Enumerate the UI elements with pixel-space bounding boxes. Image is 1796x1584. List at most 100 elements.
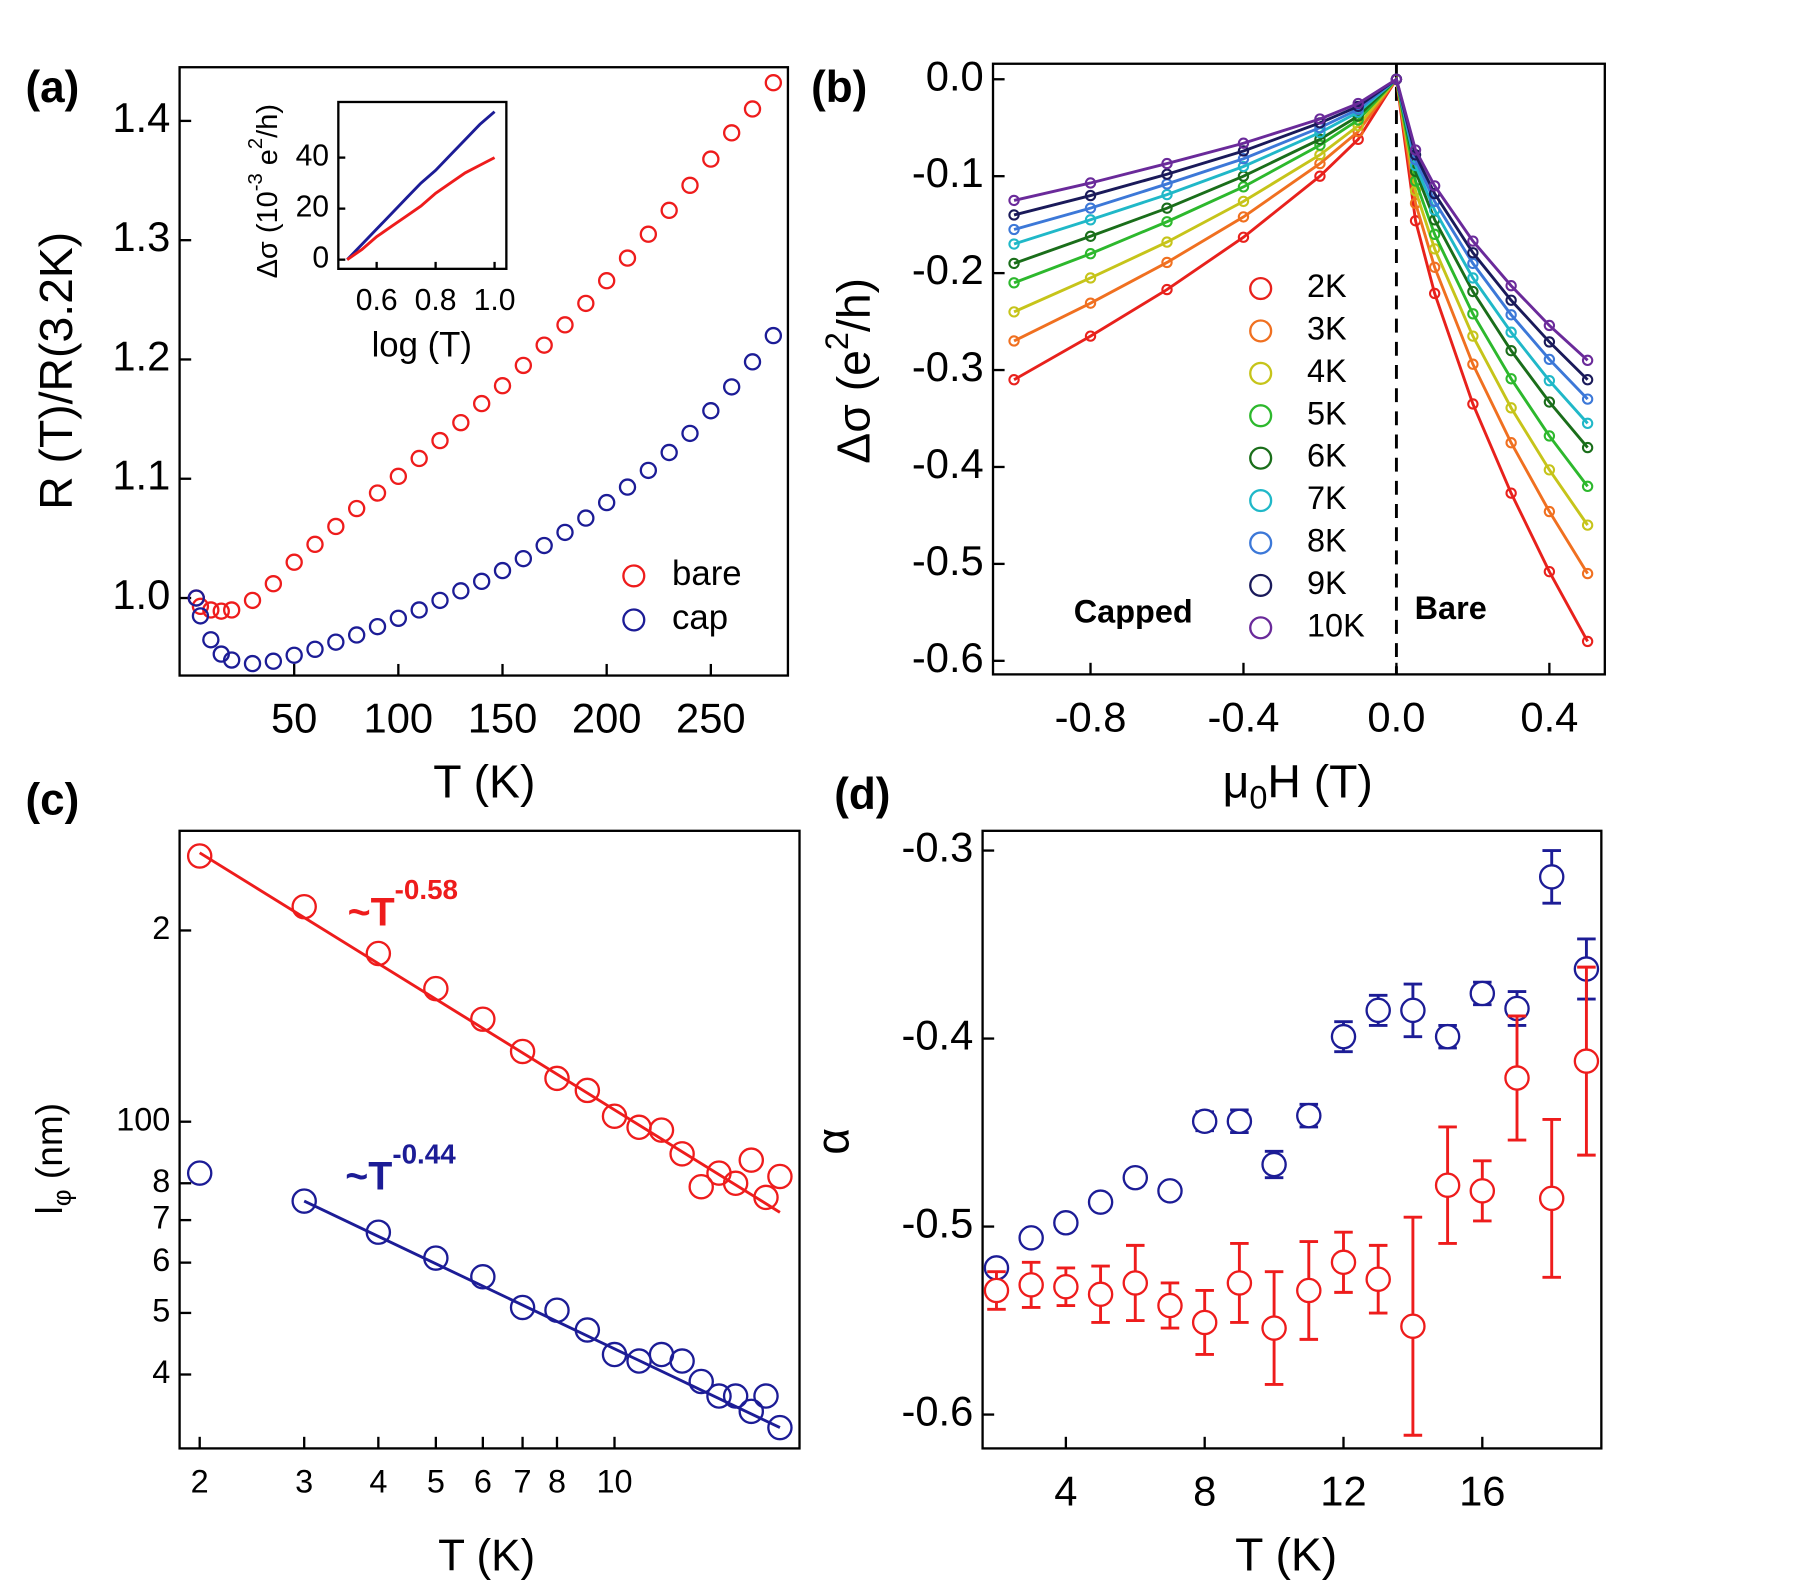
legend-marker	[1249, 319, 1273, 343]
legend-marker	[1249, 616, 1273, 640]
panel-label: (c)	[25, 776, 79, 825]
marker	[1237, 211, 1250, 223]
y-tick-label: 1.3	[112, 213, 170, 260]
marker	[1314, 113, 1326, 125]
annotation: Capped	[1074, 594, 1193, 630]
marker	[410, 449, 428, 468]
legend-label: 10K	[1307, 607, 1365, 643]
marker	[1428, 287, 1441, 300]
marker	[1161, 216, 1173, 228]
marker	[1428, 243, 1441, 255]
marker	[1467, 330, 1479, 342]
label-script: 0	[1249, 779, 1267, 815]
marker	[1543, 464, 1556, 476]
marker	[1400, 1313, 1426, 1339]
label-text: Δσ (10	[251, 191, 283, 278]
marker	[1505, 280, 1517, 292]
marker	[1428, 228, 1441, 241]
marker	[706, 1383, 732, 1409]
marker	[1008, 277, 1020, 289]
legend-label: bare	[672, 555, 742, 593]
x-tick-label: 100	[364, 694, 434, 741]
marker	[1157, 1292, 1183, 1319]
marker	[1581, 635, 1594, 648]
marker	[410, 601, 428, 619]
marker	[681, 424, 699, 443]
marker	[1581, 354, 1594, 367]
y-tick-label: -0.4	[912, 440, 984, 487]
marker	[1428, 180, 1441, 192]
marker	[1008, 335, 1020, 347]
y-tick-label: -0.6	[912, 634, 984, 681]
label-script: φ	[48, 1189, 76, 1206]
marker	[222, 601, 241, 619]
label-text: μ	[1223, 756, 1250, 808]
panel-label: (d)	[834, 770, 890, 819]
marker	[556, 523, 574, 542]
legend-marker	[1249, 361, 1273, 385]
marker	[509, 1038, 536, 1065]
marker	[1018, 1272, 1044, 1298]
legend-marker	[1249, 573, 1273, 597]
legend-marker	[622, 564, 646, 588]
fit-line	[346, 110, 496, 261]
label-text: /h)	[251, 104, 283, 138]
marker	[597, 493, 616, 512]
panel-label: (a)	[25, 63, 79, 112]
annotation-text: ~T	[345, 1155, 392, 1199]
legend-label: 8K	[1307, 523, 1347, 559]
y-tick-label: 6	[152, 1242, 170, 1278]
legend-label: 7K	[1307, 480, 1347, 516]
label-text: α	[807, 1128, 859, 1155]
marker	[202, 631, 220, 649]
marker	[1469, 980, 1496, 1007]
y-tick-label: -0.5	[901, 1200, 973, 1247]
marker	[1467, 257, 1479, 270]
marker	[1467, 398, 1479, 410]
marker	[191, 597, 210, 616]
legend-label: 9K	[1307, 565, 1347, 601]
marker	[212, 602, 230, 620]
legend-marker	[1249, 276, 1273, 301]
marker	[1581, 417, 1594, 430]
marker	[738, 1398, 765, 1425]
marker	[1226, 1108, 1253, 1135]
marker	[1161, 157, 1173, 170]
marker	[574, 1077, 601, 1104]
annotation: ~T-0.44	[345, 1139, 456, 1199]
marker	[1467, 285, 1479, 298]
y-tick-label: 40	[296, 140, 330, 173]
marker	[327, 633, 345, 651]
marker	[1161, 188, 1173, 201]
marker	[1434, 1172, 1461, 1198]
x-tick-label: 8	[548, 1464, 566, 1500]
marker	[702, 150, 720, 168]
panel-label: (b)	[811, 63, 867, 112]
axis-label: T (K)	[433, 756, 535, 808]
fit-line	[1013, 76, 1589, 401]
axis-label: α	[807, 1128, 859, 1155]
legend-label: cap	[672, 599, 728, 637]
marker	[285, 646, 303, 664]
fit-line	[198, 851, 781, 1214]
marker	[660, 201, 678, 220]
marker	[983, 1277, 1010, 1304]
marker	[389, 609, 408, 627]
legend-marker	[1249, 446, 1273, 470]
y-tick-label: 5	[152, 1292, 170, 1328]
y-tick-label: 0	[312, 242, 329, 275]
marker	[1084, 202, 1097, 214]
marker	[722, 378, 741, 396]
marker	[1330, 1249, 1357, 1276]
marker	[1467, 358, 1479, 370]
marker	[368, 617, 387, 636]
marker	[1409, 144, 1422, 156]
marker	[1237, 195, 1250, 208]
x-tick-label: 5	[427, 1464, 445, 1500]
marker	[1296, 1102, 1322, 1129]
marker	[472, 572, 491, 591]
marker	[688, 1368, 714, 1395]
marker	[1434, 1023, 1461, 1050]
marker	[191, 607, 210, 625]
marker	[1352, 133, 1364, 146]
